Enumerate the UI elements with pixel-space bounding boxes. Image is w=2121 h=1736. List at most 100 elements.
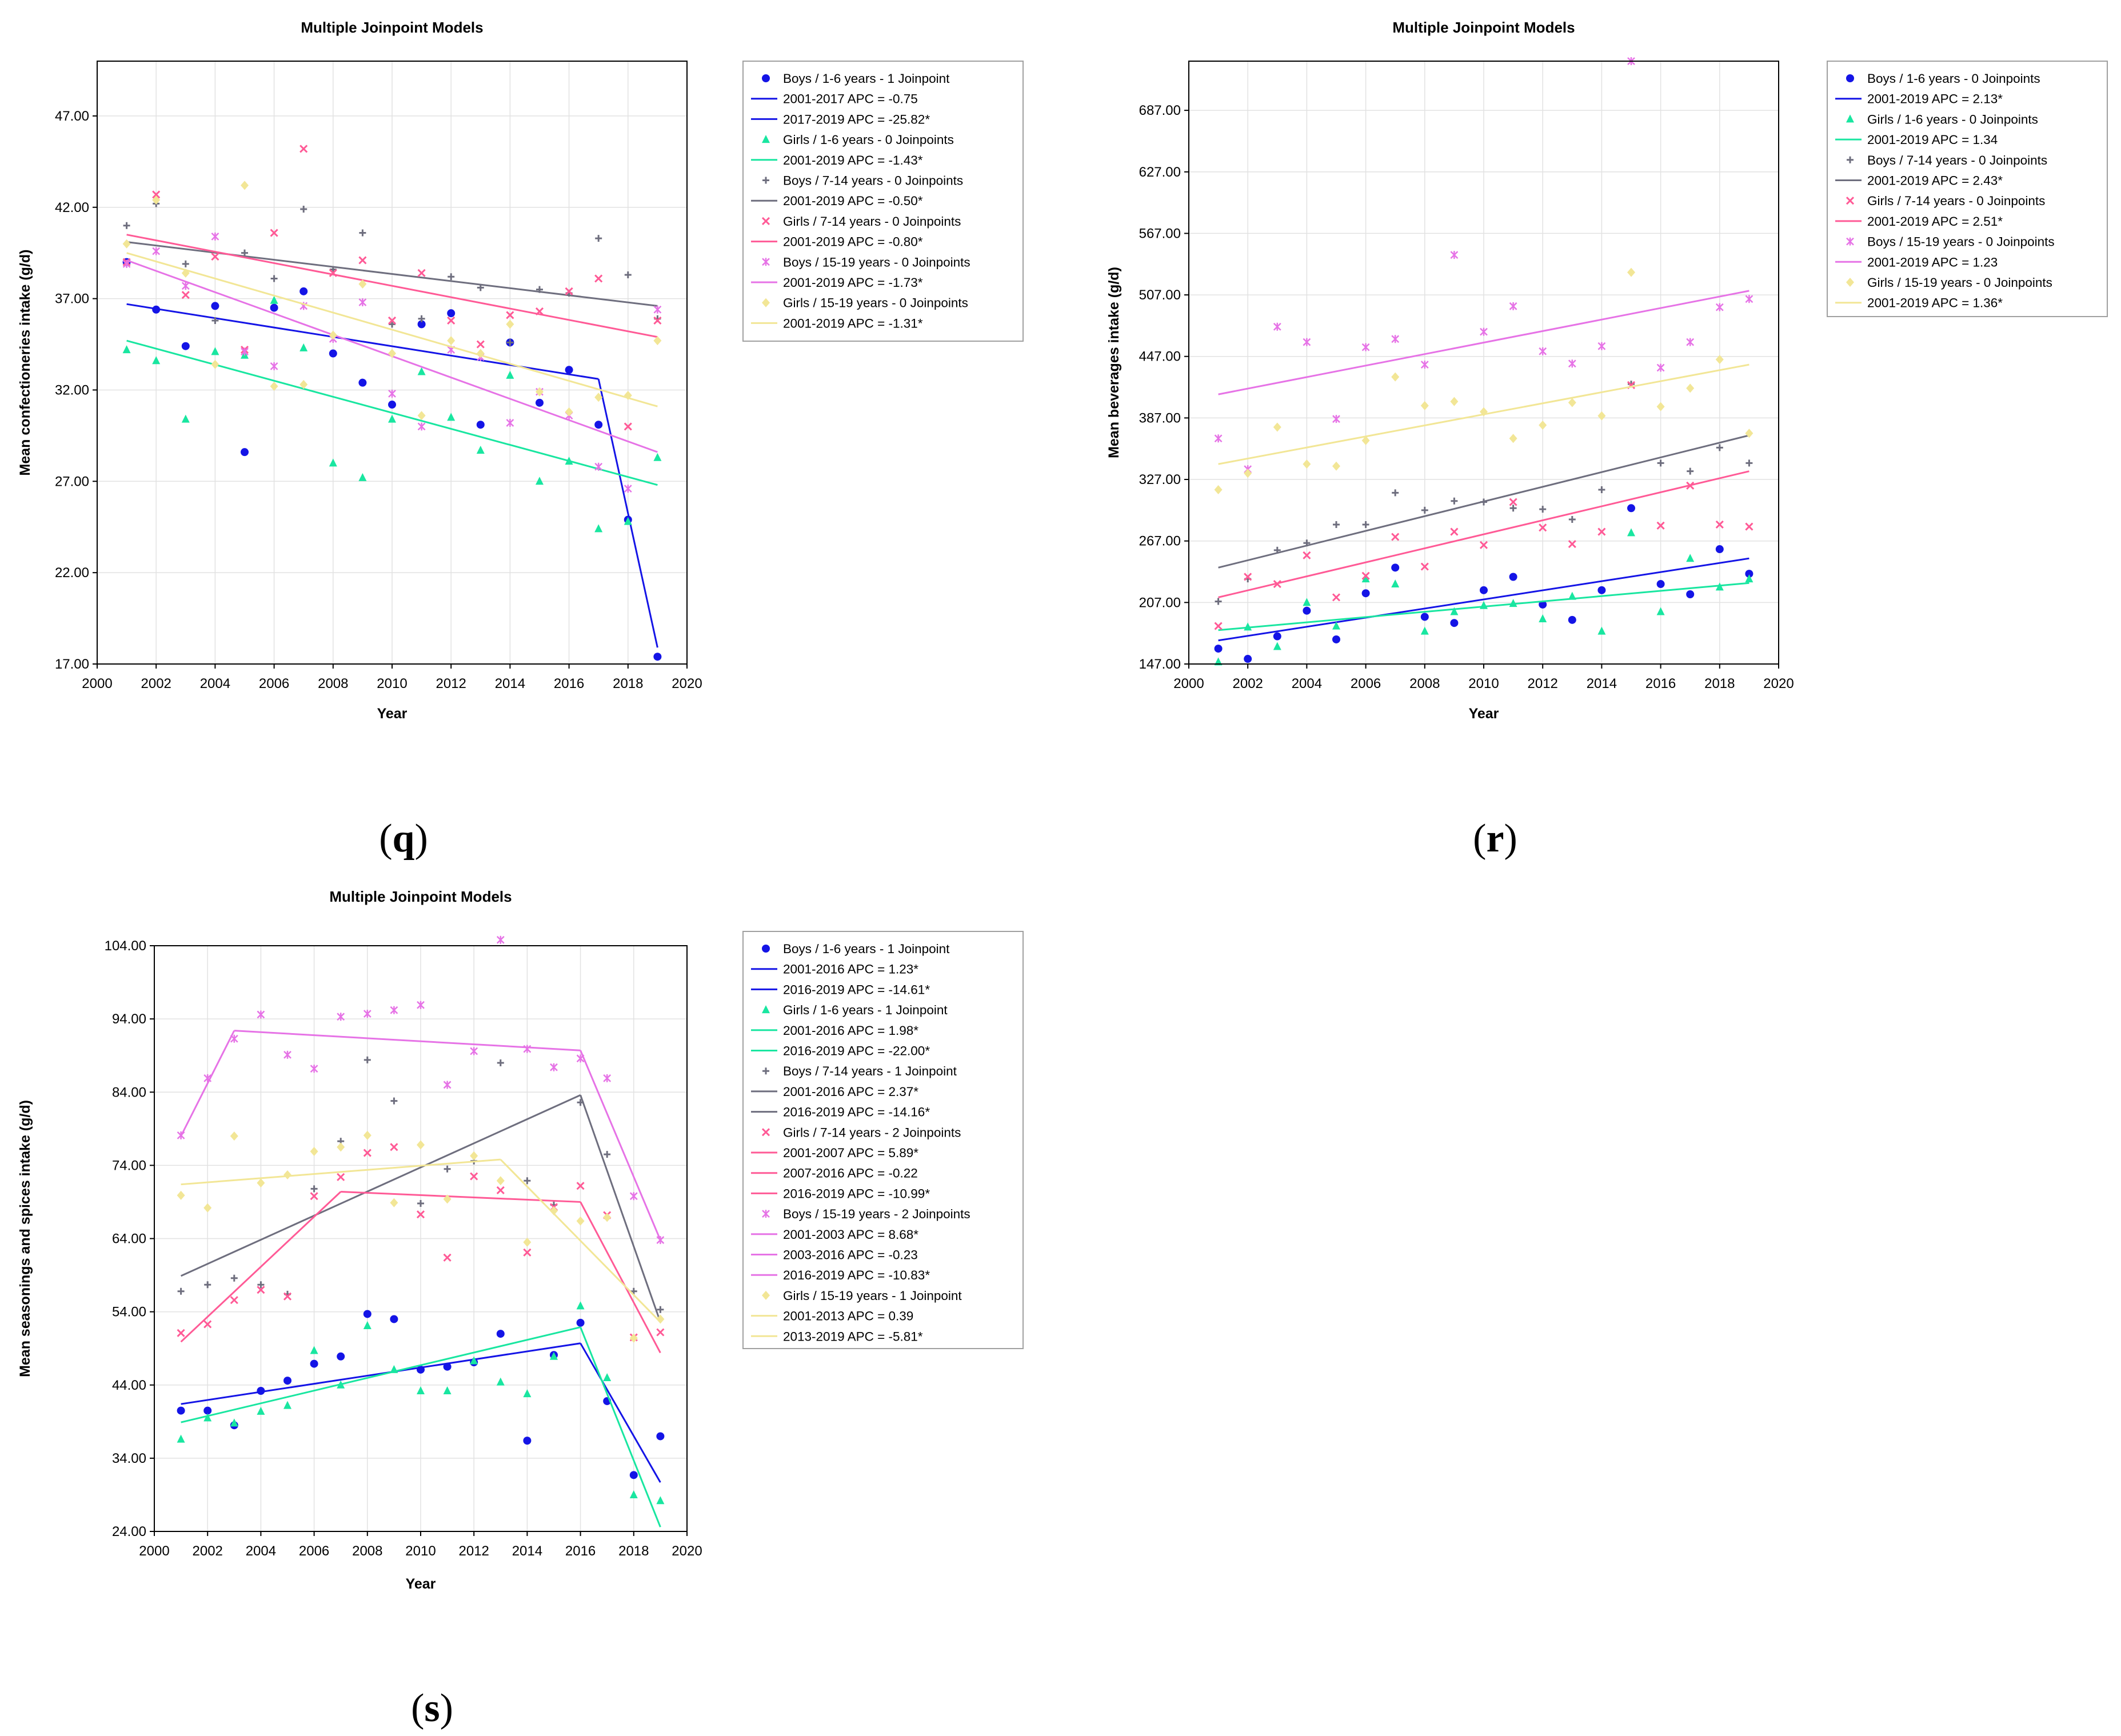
y-tick-label: 147.00 [1139, 657, 1181, 672]
data-point [496, 1330, 505, 1338]
data-point [523, 1248, 532, 1257]
data-point [417, 411, 426, 421]
data-point [1391, 335, 1400, 343]
data-point [470, 1356, 478, 1365]
data-point [1686, 383, 1695, 393]
data-point [448, 273, 455, 281]
data-point [535, 307, 544, 316]
data-point [388, 349, 396, 358]
legend-label: Boys / 1-6 years - 1 Joinpoint [783, 942, 950, 956]
legend-label: 2001-2016 APC = 1.23* [783, 962, 918, 977]
y-tick-label: 447.00 [1139, 349, 1181, 365]
x-tick-label: 2018 [1704, 676, 1735, 691]
legend-label: Girls / 7-14 years - 0 Joinpoints [1867, 194, 2045, 208]
y-tick-label: 64.00 [112, 1231, 146, 1247]
legend-label: 2001-2019 APC = 1.36* [1867, 296, 2003, 310]
y-tick-label: 74.00 [112, 1158, 146, 1173]
x-tick-label: 2012 [459, 1543, 489, 1559]
data-point [1568, 591, 1576, 600]
data-point [496, 1186, 505, 1195]
y-tick-label: 24.00 [112, 1524, 146, 1539]
data-point [1597, 527, 1606, 536]
data-point [1539, 523, 1547, 532]
data-point [657, 1306, 664, 1313]
data-point [299, 343, 308, 351]
legend-marker [762, 298, 770, 307]
data-point [1539, 506, 1547, 513]
x-tick-label: 2006 [299, 1543, 329, 1559]
data-point [241, 249, 248, 257]
data-point [603, 1213, 612, 1222]
data-point [177, 1329, 185, 1337]
x-tick-label: 2002 [1233, 676, 1263, 691]
data-point [152, 305, 161, 314]
fit-line [126, 252, 658, 407]
fit-line [180, 1191, 342, 1343]
data-point [523, 1437, 532, 1445]
fit-line [580, 1342, 661, 1483]
data-point [1509, 599, 1517, 607]
y-tick-label: 54.00 [112, 1305, 146, 1320]
data-point [181, 291, 190, 299]
legend-label: 2001-2019 APC = -1.43* [783, 153, 923, 167]
data-point [1509, 434, 1517, 443]
legend-label: 2001-2019 APC = -0.50* [783, 194, 923, 208]
data-point [447, 336, 456, 346]
data-point [1480, 601, 1488, 609]
data-point [506, 339, 514, 346]
x-tick-label: 2008 [318, 676, 348, 691]
data-point [390, 1198, 398, 1207]
data-point [417, 269, 426, 277]
data-point [1214, 485, 1223, 494]
data-point [1656, 580, 1665, 589]
legend-marker [1846, 74, 1854, 82]
data-point [523, 1045, 532, 1053]
data-point [364, 1056, 371, 1063]
data-point [270, 303, 278, 312]
data-point [594, 462, 603, 471]
data-point [388, 414, 396, 423]
panel-label: (q) [379, 817, 428, 861]
data-point [1509, 498, 1517, 506]
plot-area: 2000 2002 2004 2006 2008 2010 2012 2014 2016 2018… [1139, 57, 1794, 691]
x-tick-label: 2008 [352, 1543, 382, 1559]
legend-label: 2001-2019 APC = -1.31* [783, 316, 923, 330]
data-point [241, 181, 249, 190]
panel-label: (r) [1473, 817, 1517, 861]
series [1214, 57, 1753, 474]
data-point [506, 319, 514, 329]
legend-frame [1827, 61, 2108, 317]
data-point [1597, 411, 1606, 421]
legend-label: Boys / 15-19 years - 0 Joinpoints [783, 255, 970, 269]
data-point [211, 253, 219, 261]
data-point [417, 1386, 425, 1394]
legend-label: 2001-2019 APC = -0.80* [783, 235, 923, 249]
legend-frame [742, 61, 1024, 342]
data-point [565, 457, 573, 465]
data-point [536, 286, 543, 293]
series [177, 1130, 665, 1343]
legend-label: Girls / 15-19 years - 0 Joinpoints [783, 296, 968, 310]
fit-line [597, 378, 658, 648]
data-point [1361, 571, 1370, 580]
data-point [653, 305, 662, 314]
x-tick-label: 2004 [246, 1543, 276, 1559]
legend-label: 2001-2003 APC = 8.68* [783, 1227, 918, 1242]
legend-label: 2001-2019 APC = 2.13* [1867, 92, 2003, 106]
data-point [122, 259, 131, 268]
data-point [329, 349, 337, 358]
x-tick-label: 2016 [554, 676, 584, 691]
data-point [329, 266, 337, 273]
legend-label: 2001-2019 APC = 2.51* [1867, 214, 2003, 229]
data-point [299, 287, 308, 295]
legend-marker [1846, 197, 1855, 205]
data-point [1450, 527, 1459, 536]
data-point [1332, 621, 1340, 630]
data-point [595, 235, 602, 242]
data-point [1539, 347, 1547, 355]
data-point [550, 1063, 558, 1071]
y-tick-label: 47.00 [55, 109, 89, 124]
legend-label: Boys / 7-14 years - 1 Joinpoint [783, 1064, 957, 1078]
legend-label: Girls / 1-6 years - 0 Joinpoints [1867, 112, 2038, 126]
legend-label: 2001-2007 APC = 5.89* [783, 1146, 918, 1160]
